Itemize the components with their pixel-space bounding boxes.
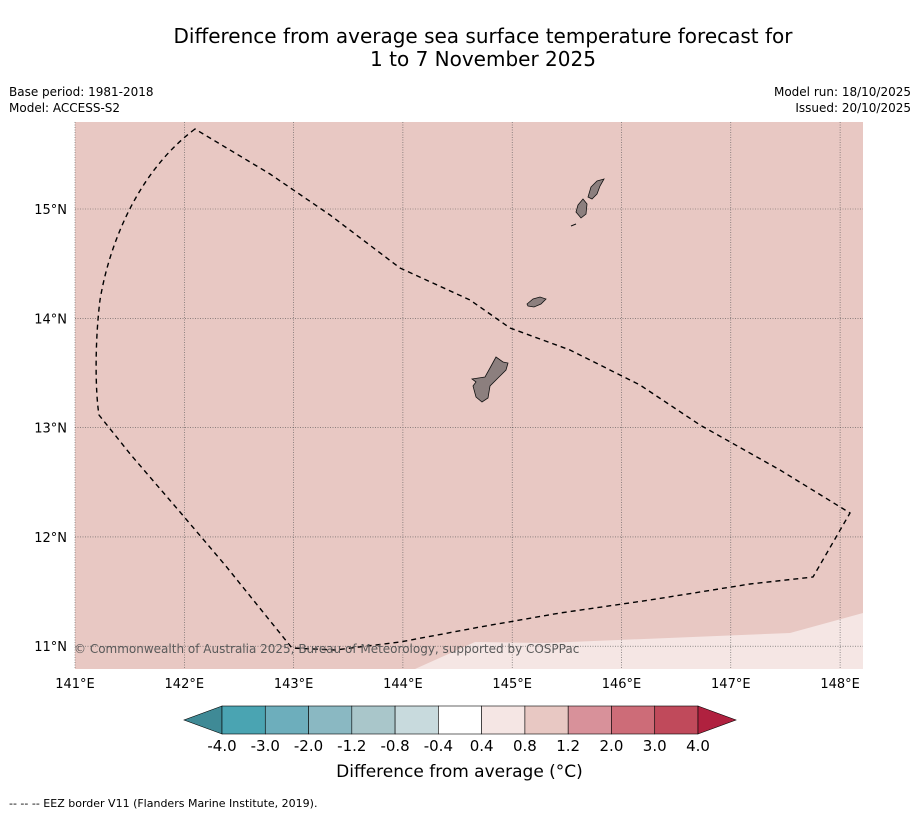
island-tinian: [575, 198, 588, 219]
islands: [470, 178, 605, 403]
chart-title-line2: 1 to 7 November 2025: [370, 47, 596, 71]
lat-label-14: 14°N: [34, 312, 67, 327]
base-period: Base period: 1981-2018: [9, 85, 154, 99]
island-guam: [470, 356, 509, 403]
colorbar-bin-3: [351, 705, 396, 735]
model-name: Model: ACCESS-S2: [9, 101, 121, 115]
lat-label-13: 13°N: [34, 422, 67, 437]
colorbar-tick-5: -0.4: [424, 737, 453, 755]
lon-label-143: 143°E: [274, 677, 314, 692]
lat-label-11: 11°N: [34, 640, 67, 655]
meta-right: Model run: 18/10/2025 Issued: 20/10/2025: [774, 84, 911, 116]
colorbar-labels: -4.0 -3.0 -2.0 -1.2 -0.8 -0.4 0.4 0.8 1.2 2.0 3.0 4…: [207, 737, 710, 755]
island-rota: [526, 296, 547, 308]
colorbar-bin-8: [567, 705, 612, 735]
colorbar-over-arrow: [697, 705, 737, 735]
map-background: [75, 122, 863, 669]
colorbar-tick-9: 2.0: [600, 737, 624, 755]
lon-label-145: 145°E: [492, 677, 532, 692]
longitude-labels: 141°E 142°E 143°E 144°E 145°E 146°E 147°E 148°E: [55, 677, 860, 692]
low-anomaly-region: [415, 613, 863, 669]
lon-label-148: 148°E: [820, 677, 860, 692]
colorbar-tick-0: -4.0: [207, 737, 236, 755]
meta-left: Base period: 1981-2018 Model: ACCESS-S2: [9, 84, 154, 116]
gridlines: [74, 122, 863, 669]
eez-legend-footer: -- -- -- EEZ border V11 (Flanders Marine…: [9, 797, 318, 810]
colorbar-tick-1: -3.0: [251, 737, 280, 755]
colorbar-tick-4: -0.8: [380, 737, 409, 755]
colorbar-bin-4: [394, 705, 439, 735]
issued-date: Issued: 20/10/2025: [795, 101, 911, 115]
colorbar: [183, 705, 737, 735]
lon-label-142: 142°E: [165, 677, 205, 692]
lat-label-15: 15°N: [34, 203, 67, 218]
lon-label-146: 146°E: [602, 677, 642, 692]
eez-border: [95, 128, 851, 651]
colorbar-bin-9: [611, 705, 656, 735]
colorbar-bin-6: [481, 705, 526, 735]
colorbar-bin-5: [438, 705, 482, 735]
colorbar-tick-10: 3.0: [643, 737, 667, 755]
model-run: Model run: 18/10/2025: [773, 85, 911, 99]
colorbar-bin-7: [524, 705, 569, 735]
colorbar-bin-0: [221, 705, 266, 735]
colorbar-bin-10: [654, 705, 699, 735]
colorbar-tick-6: 0.4: [470, 737, 494, 755]
latitude-labels: 15°N 14°N 13°N 12°N 11°N: [34, 203, 67, 655]
colorbar-tick-8: 1.2: [556, 737, 580, 755]
colorbar-bin-1: [264, 705, 309, 735]
copyright-notice: © Commonwealth of Australia 2025, Bureau…: [74, 642, 579, 656]
island-aguijan: [570, 223, 577, 227]
colorbar-under-arrow: [183, 705, 223, 735]
lon-label-147: 147°E: [711, 677, 751, 692]
colorbar-tick-2: -2.0: [294, 737, 323, 755]
island-saipan: [587, 178, 605, 200]
chart-title-line1: Difference from average sea surface temp…: [173, 24, 793, 48]
colorbar-title: Difference from average (°C): [336, 762, 583, 782]
colorbar-tick-11: 4.0: [686, 737, 710, 755]
colorbar-tick-3: -1.2: [337, 737, 366, 755]
colorbar-tick-7: 0.8: [513, 737, 537, 755]
lat-label-12: 12°N: [34, 531, 67, 546]
lon-label-144: 144°E: [383, 677, 423, 692]
colorbar-bin-2: [308, 705, 353, 735]
lon-label-141: 141°E: [55, 677, 95, 692]
